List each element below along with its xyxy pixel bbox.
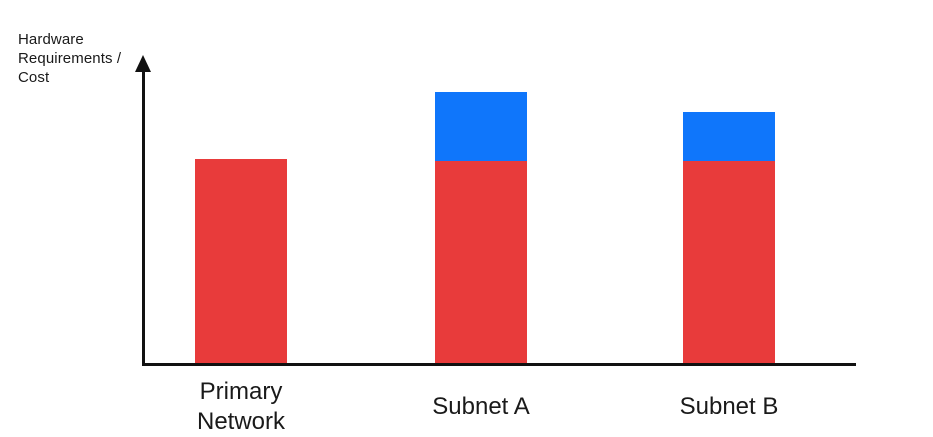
bar-segment-base-hardware-cost-subnet-b — [683, 161, 775, 363]
category-label-subnet-b: Subnet B — [679, 393, 779, 420]
category-label-primary-network: Primary Network — [196, 378, 286, 435]
bar-segment-additional-subnet-cost-subnet-a — [435, 91, 527, 162]
y-axis-arrowhead-icon — [135, 55, 151, 72]
bar-segment-base-hardware-cost-primary-network — [195, 159, 287, 363]
bar-segment-base-hardware-cost-subnet-a — [435, 161, 527, 363]
x-axis-line — [142, 363, 856, 366]
category-label-subnet-a: Subnet A — [432, 393, 530, 420]
y-axis-line — [142, 66, 145, 366]
bar-segment-additional-subnet-cost-subnet-b — [683, 112, 775, 162]
y-axis-label: Hardware Requirements / Cost — [18, 31, 122, 86]
